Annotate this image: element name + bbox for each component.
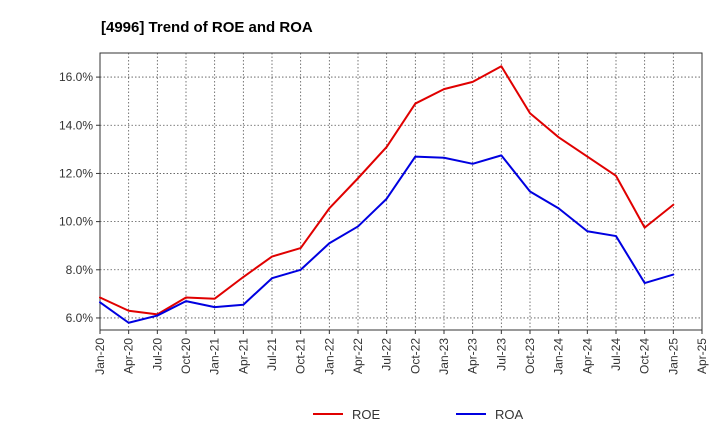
series-line-roe: [99, 65, 675, 316]
y-tick-label: 6.0%: [66, 311, 94, 325]
y-tick-label: 12.0%: [59, 166, 93, 180]
x-tick-label: Oct-24: [638, 338, 652, 374]
legend-label-roa: ROA: [495, 407, 524, 422]
x-tick-label: Jul-20: [150, 338, 164, 371]
x-tick-label: Oct-20: [179, 338, 193, 374]
x-tick-label: Jan-24: [552, 338, 566, 375]
x-tick-label: Apr-21: [236, 338, 250, 374]
chart-title: [4996] Trend of ROE and ROA: [101, 19, 313, 36]
x-tick-label: Oct-21: [294, 338, 308, 374]
x-axis-ticks: Jan-20 Apr-20 Jul-20 Oct-20 Jan-21 Apr-21 Jul-…: [93, 330, 709, 375]
gridlines: [100, 53, 702, 330]
x-tick-label: Jul-22: [380, 338, 394, 371]
series-line-roa: [99, 154, 675, 324]
y-axis-ticks: 6.0% 8.0% 10.0% 12.0% 14.0% 16.0%: [59, 70, 100, 325]
y-tick-label: 10.0%: [59, 215, 93, 229]
plot-frame: [99, 52, 703, 331]
x-tick-label: Jan-22: [322, 338, 336, 375]
x-tick-label: Jul-23: [494, 338, 508, 371]
legend-label-roe: ROE: [352, 407, 381, 422]
x-tick-label: Apr-24: [580, 338, 594, 374]
x-tick-label: Jul-24: [609, 338, 623, 371]
y-tick-label: 14.0%: [59, 118, 93, 132]
x-tick-label: Apr-22: [351, 338, 365, 374]
series-lines: [99, 65, 675, 324]
plot-area: [100, 53, 702, 330]
x-tick-label: Oct-23: [523, 338, 537, 374]
x-tick-label: Jan-21: [208, 338, 222, 375]
y-tick-label: 16.0%: [59, 70, 93, 84]
x-tick-label: Jan-23: [437, 338, 451, 375]
x-tick-label: Jan-20: [93, 338, 107, 375]
y-tick-label: 8.0%: [66, 263, 94, 277]
x-tick-label: Apr-20: [122, 338, 136, 374]
x-tick-label: Jan-25: [666, 338, 680, 375]
x-tick-label: Jul-21: [265, 338, 279, 371]
x-tick-label: Apr-23: [466, 338, 480, 374]
x-tick-label: Apr-25: [695, 338, 709, 374]
x-tick-label: Oct-22: [408, 338, 422, 374]
legend: ROE ROA: [313, 407, 524, 422]
